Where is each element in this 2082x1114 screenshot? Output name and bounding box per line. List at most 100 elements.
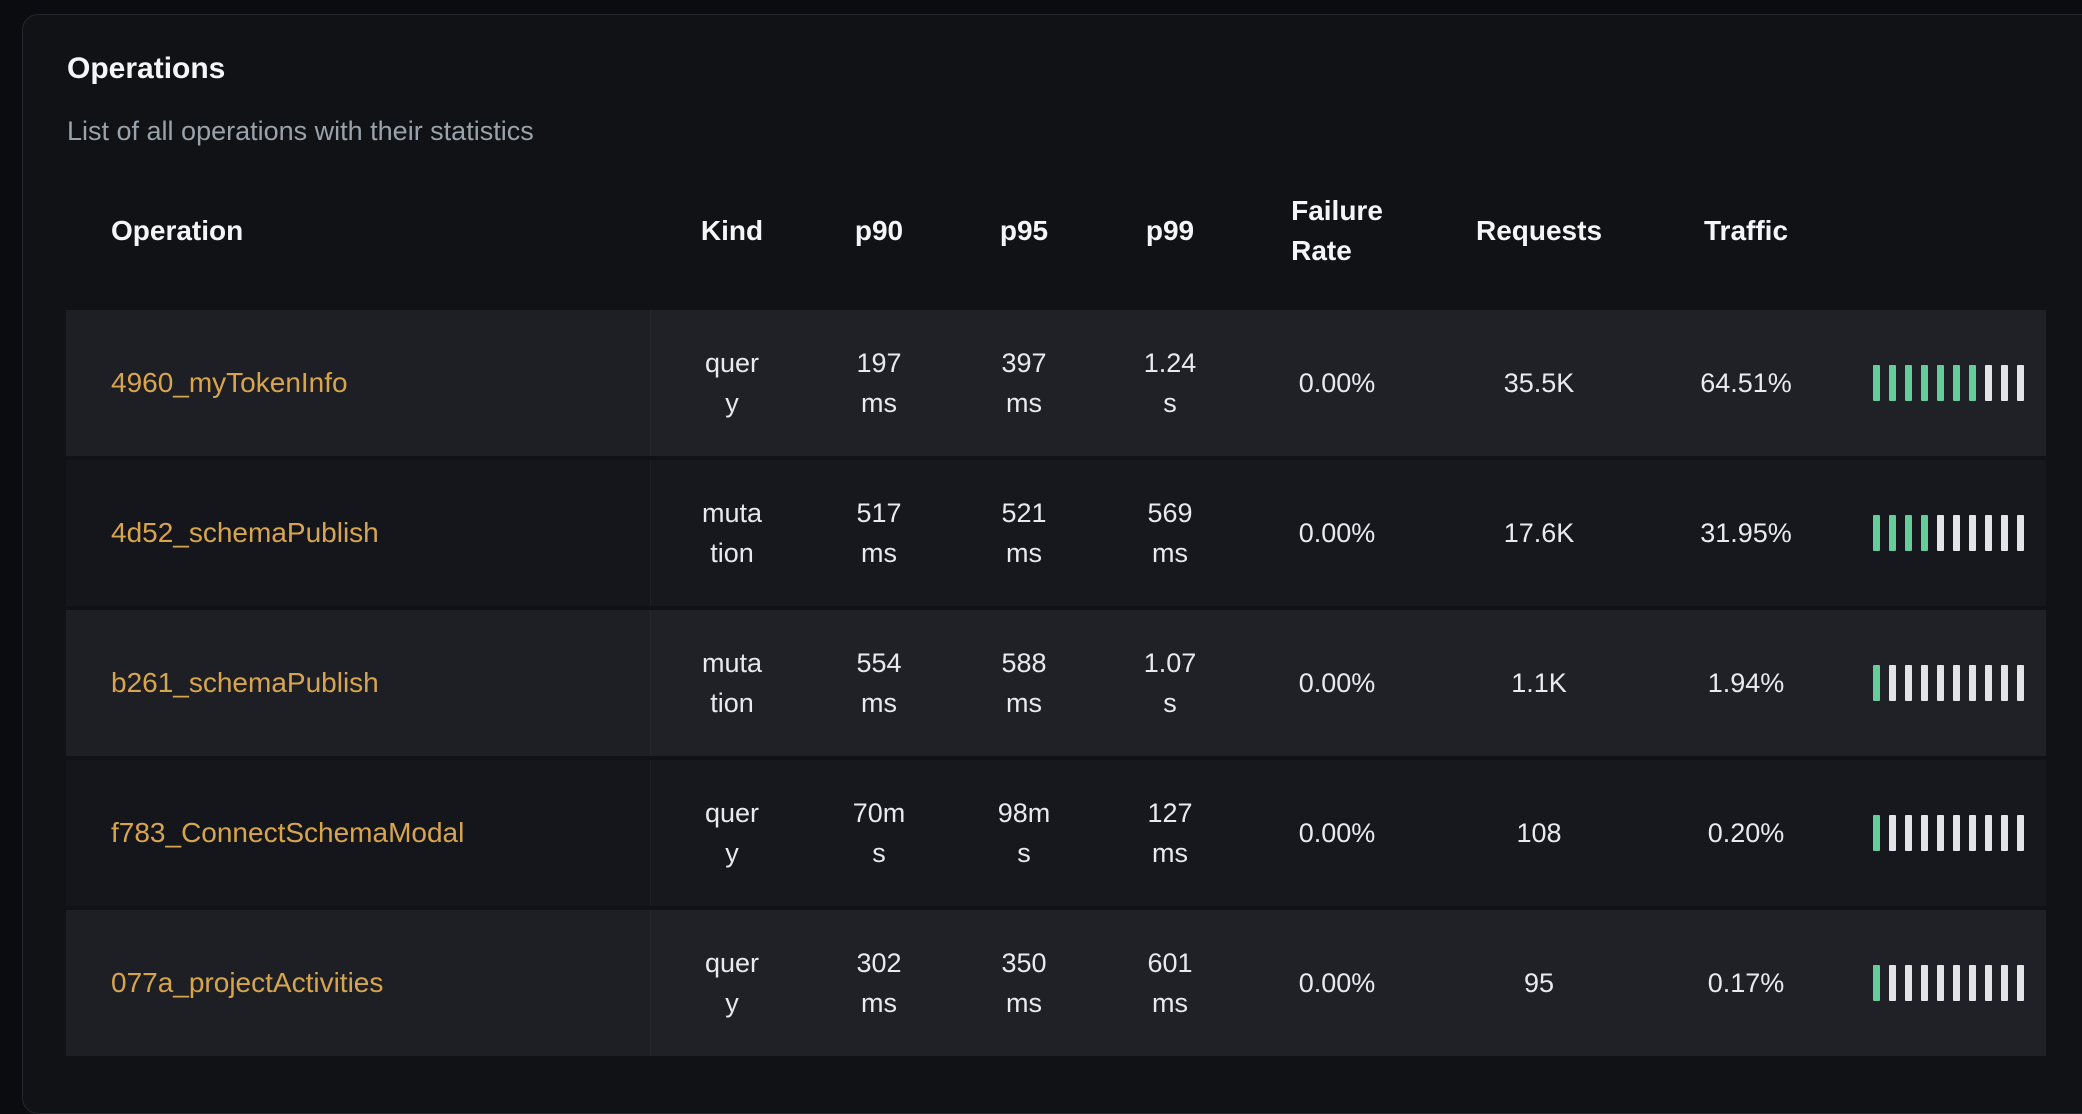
operation-link[interactable]: 4d52_schemaPublish [111,517,379,548]
traffic-bar-segment-empty [1937,965,1944,1001]
traffic-bar-segment-filled [1873,965,1880,1001]
cell-value: mutation [701,648,763,718]
traffic-bar-segment-empty [1921,815,1928,851]
cell-traffic: 0.17% [1707,968,1785,998]
cell-value: 517 ms [856,498,902,568]
operation-link[interactable]: f783_ConnectSchemaModal [111,817,465,848]
column-header-traffic: Traffic [1703,215,1789,246]
cell-p90: 302 ms [813,910,945,1056]
cell-traffic: 31.95% [1700,518,1792,548]
cell-p95: 588 ms [945,610,1103,756]
traffic-bar-segment-empty [1969,965,1976,1001]
traffic-bar-chart [1873,815,2024,851]
table-row: 4960_myTokenInfo query 197 ms 397 ms 1.24 s 0… [66,310,2046,456]
traffic-bar-segment-empty [1985,365,1992,401]
traffic-bar-segment-filled [1921,515,1928,551]
cell-value: query [704,948,760,1018]
traffic-bar-segment-empty [1889,665,1896,701]
traffic-bar-segment-empty [2001,665,2008,701]
traffic-bar-segment-filled [1937,365,1944,401]
table-row: f783_ConnectSchemaModal query 70ms 98ms 127 … [66,760,2046,906]
cell-p99: 1.07 s [1103,610,1237,756]
traffic-bar-segment-empty [2001,515,2008,551]
cell-value: 98ms [997,798,1051,868]
cell-traffic: 0.20% [1707,818,1785,848]
column-header-operation: Operation [111,215,244,246]
table-row: 077a_projectActivities query 302 ms 350 ms 6… [66,910,2046,1056]
operations-card: Operations List of all operations with t… [22,14,2082,1114]
cell-value: query [704,348,760,418]
traffic-bar-segment-filled [1873,665,1880,701]
cell-traffic: 1.94% [1707,668,1785,698]
cell-value: 588 ms [1001,648,1047,718]
column-header-requests: Requests [1475,215,1603,246]
operation-link[interactable]: b261_schemaPublish [111,667,379,698]
traffic-bar-segment-empty [2017,365,2024,401]
cell-p99: 1.24 s [1103,310,1237,456]
traffic-bar-chart [1873,965,2024,1001]
cell-value: 569 ms [1147,498,1193,568]
traffic-bar-segment-empty [2017,665,2024,701]
traffic-bar-segment-empty [1969,515,1976,551]
page-title: Operations [67,52,226,85]
operation-link[interactable]: 077a_projectActivities [111,967,384,998]
cell-p95: 350 ms [945,910,1103,1056]
traffic-bar-chart [1873,365,2024,401]
traffic-bar-segment-filled [1889,515,1896,551]
cell-operation: f783_ConnectSchemaModal [66,760,651,906]
cell-kind: query [651,760,813,906]
traffic-bar-segment-filled [1921,365,1928,401]
traffic-bar-segment-empty [1985,815,1992,851]
cell-value: 397 ms [1001,348,1047,418]
cell-traffic_bar [1851,310,2046,456]
traffic-bar-segment-filled [1953,365,1960,401]
traffic-bar-segment-empty [1985,665,1992,701]
traffic-bar-segment-empty [2017,965,2024,1001]
cell-p99: 601 ms [1103,910,1237,1056]
cell-requests: 35.5K [1503,368,1575,398]
cell-value: 350 ms [1001,948,1047,1018]
cell-kind: query [651,910,813,1056]
cell-failure_rate: 0.00% [1298,368,1376,398]
traffic-bar-segment-empty [1953,515,1960,551]
table-row: b261_schemaPublish mutation 554 ms 588 ms 1.… [66,610,2046,756]
traffic-bar-segment-empty [1953,965,1960,1001]
cell-failure_rate: 0.00% [1298,668,1376,698]
column-header-label: Failure Rate [1291,195,1383,266]
traffic-bar-segment-empty [2017,815,2024,851]
cell-value: 70ms [852,798,906,868]
traffic-bar-segment-filled [1969,365,1976,401]
traffic-bar-segment-empty [2001,365,2008,401]
traffic-bar-segment-empty [1905,965,1912,1001]
cell-operation: b261_schemaPublish [66,610,651,756]
traffic-bar-segment-empty [2017,515,2024,551]
traffic-bar-segment-empty [1937,665,1944,701]
cell-requests: 108 [1516,818,1562,848]
cell-value: 521 ms [1001,498,1047,568]
cell-value: 1.24 s [1143,348,1197,418]
column-header-failure_rate: Failure Rate [1237,191,1437,271]
traffic-bar-segment-filled [1905,515,1912,551]
traffic-bar-segment-filled [1873,515,1880,551]
cell-p90: 197 ms [813,310,945,456]
traffic-bar-chart [1873,515,2024,551]
traffic-bar-segment-empty [2001,815,2008,851]
traffic-bar-segment-filled [1889,365,1896,401]
traffic-bar-segment-empty [1889,815,1896,851]
cell-kind: query [651,310,813,456]
cell-value: 127 ms [1147,798,1193,868]
column-header-p90: p90 [854,215,904,246]
operations-table: Operation Kind p90 p95 p99 Failure Rate Reques… [66,191,2046,1056]
cell-kind: mutation [651,460,813,606]
table-header-row: Operation Kind p90 p95 p99 Failure Rate Reques… [66,191,2046,271]
operation-link[interactable]: 4960_myTokenInfo [111,367,348,398]
cell-value: 197 ms [856,348,902,418]
traffic-bar-segment-empty [1889,965,1896,1001]
cell-value: 1.07 s [1143,648,1197,718]
cell-p95: 521 ms [945,460,1103,606]
cell-operation: 4d52_schemaPublish [66,460,651,606]
page-subtitle: List of all operations with their statis… [67,116,534,146]
cell-operation: 4960_myTokenInfo [66,310,651,456]
cell-failure_rate: 0.00% [1298,818,1376,848]
cell-value: mutation [701,498,763,568]
